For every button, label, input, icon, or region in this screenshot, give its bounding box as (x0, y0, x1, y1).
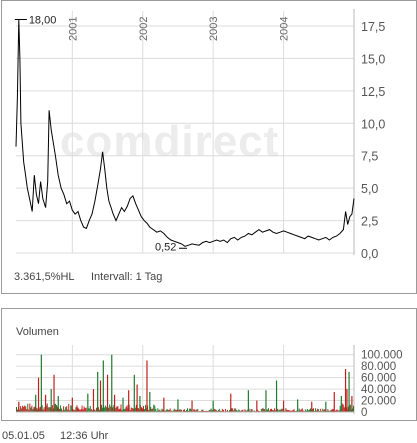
x-tick-label: 2001 (67, 17, 79, 41)
y-tick-label: 17,5 (361, 20, 385, 34)
volume-chart-panel: Volumen 0 20.000 40.000 60.000 80.000 100.000 (1, 308, 417, 421)
watermark-text: comdirect (60, 117, 279, 166)
low-label: 0,52 (155, 241, 176, 253)
quote-time: 12:36 Uhr (60, 430, 109, 442)
y-tick-label: 5,0 (361, 182, 378, 196)
y-tick-label: 10,0 (361, 117, 385, 131)
x-tick-label: 2004 (279, 17, 291, 41)
volume-tick-label: 100.000 (361, 350, 403, 362)
y-tick-label: 0,0 (361, 247, 378, 261)
volume-tick-label: 80.000 (361, 361, 396, 373)
interval-label: Intervall: 1 Tag (91, 271, 163, 283)
price-line (15, 19, 355, 247)
performance-label: 3.361,5%HL (14, 271, 75, 283)
volume-title: Volumen (16, 326, 59, 338)
volume-tick-label: 20.000 (361, 396, 396, 408)
price-chart: comdirect 0,0 2,5 5,0 7,5 10,0 12,5 15,0 17,5 200… (14, 9, 385, 261)
volume-grid (16, 345, 354, 413)
y-tick-label: 12,5 (361, 85, 385, 99)
y-tick-label: 2,5 (361, 215, 378, 229)
y-tick-label: 15,0 (361, 52, 385, 66)
y-tick-label: 7,5 (361, 150, 378, 164)
quote-date: 05.01.05 (2, 430, 45, 442)
volume-tick-label: 60.000 (361, 373, 396, 385)
high-label: 18,00 (29, 14, 57, 26)
x-tick-label: 2002 (138, 17, 150, 41)
y-axis-ticks: 0,0 2,5 5,0 7,5 10,0 12,5 15,0 17,5 (361, 20, 385, 261)
volume-bars (16, 354, 354, 412)
volume-tick-label: 40.000 (361, 384, 396, 396)
grid-lines (16, 11, 354, 254)
price-chart-panel: comdirect 0,0 2,5 5,0 7,5 10,0 12,5 15,0 17,5 200… (1, 0, 417, 294)
volume-tick-label: 0 (361, 407, 367, 419)
x-tick-label: 2003 (208, 17, 220, 41)
